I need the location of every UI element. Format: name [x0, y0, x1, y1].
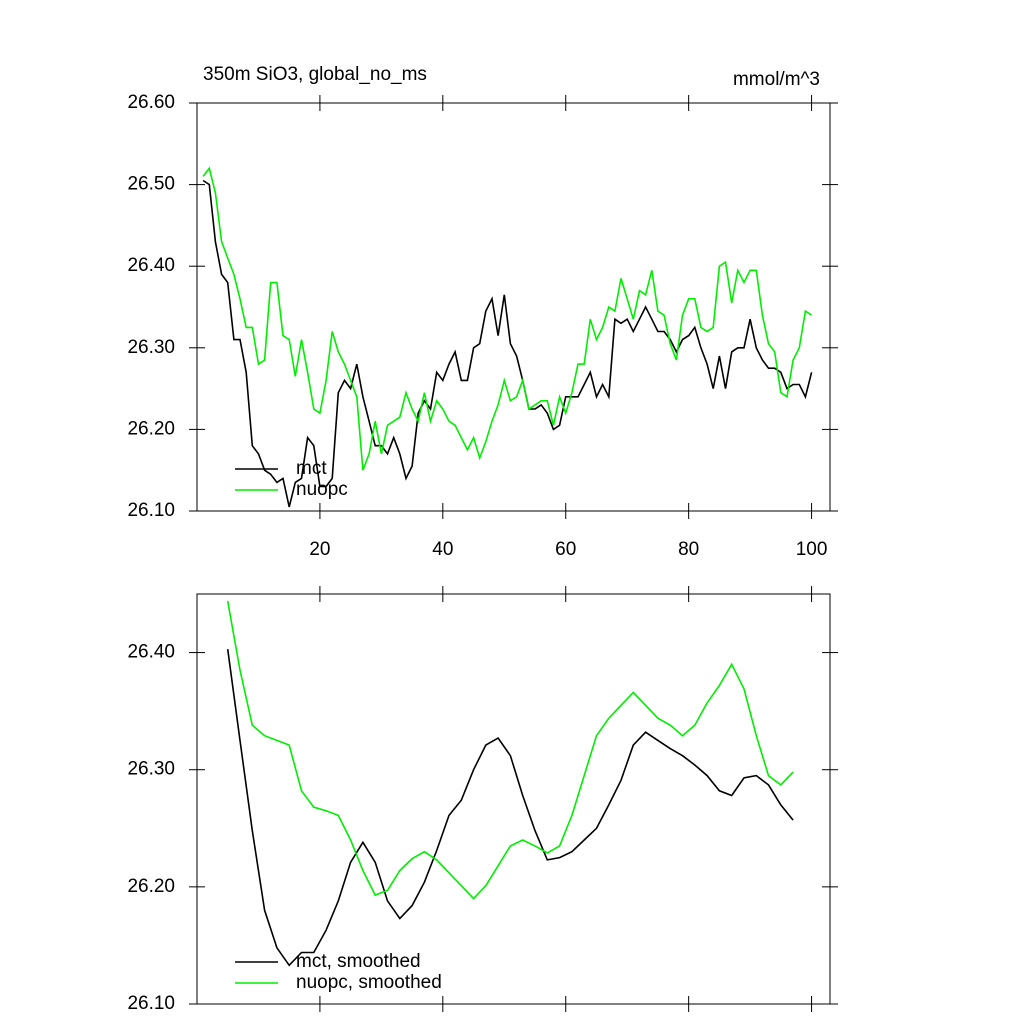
x-tick-label: 60 [555, 539, 576, 560]
y-tick-label: 26.40 [127, 255, 175, 276]
series-line [202, 179, 813, 508]
y-tick-label: 26.20 [127, 876, 175, 897]
legend-label: mct [296, 458, 327, 479]
x-tick-label: 100 [796, 539, 828, 560]
y-tick-label: 26.30 [127, 337, 175, 358]
y-tick-label: 26.20 [127, 418, 175, 439]
x-tick-label: 80 [678, 539, 699, 560]
x-tick-label: 40 [432, 539, 453, 560]
y-tick-label: 26.10 [127, 500, 175, 521]
legend-label: nuopc, smoothed [296, 972, 442, 993]
y-tick-label: 26.40 [127, 642, 175, 663]
units-label: mmol/m^3 [733, 69, 820, 90]
y-tick-label: 26.50 [127, 174, 175, 195]
y-tick-label: 26.10 [127, 993, 175, 1014]
legend-label: nuopc [296, 479, 348, 500]
series-line [202, 166, 813, 471]
series-line [226, 648, 794, 967]
y-tick-label: 26.30 [127, 759, 175, 780]
legend-label: mct, smoothed [296, 951, 421, 972]
x-tick-label: 20 [309, 539, 330, 560]
series-line [226, 600, 794, 900]
plot-frame [196, 102, 831, 512]
chart-title: 350m SiO3, global_no_ms [203, 64, 427, 85]
plot-frame [196, 593, 831, 1005]
y-tick-label: 26.60 [127, 92, 175, 113]
